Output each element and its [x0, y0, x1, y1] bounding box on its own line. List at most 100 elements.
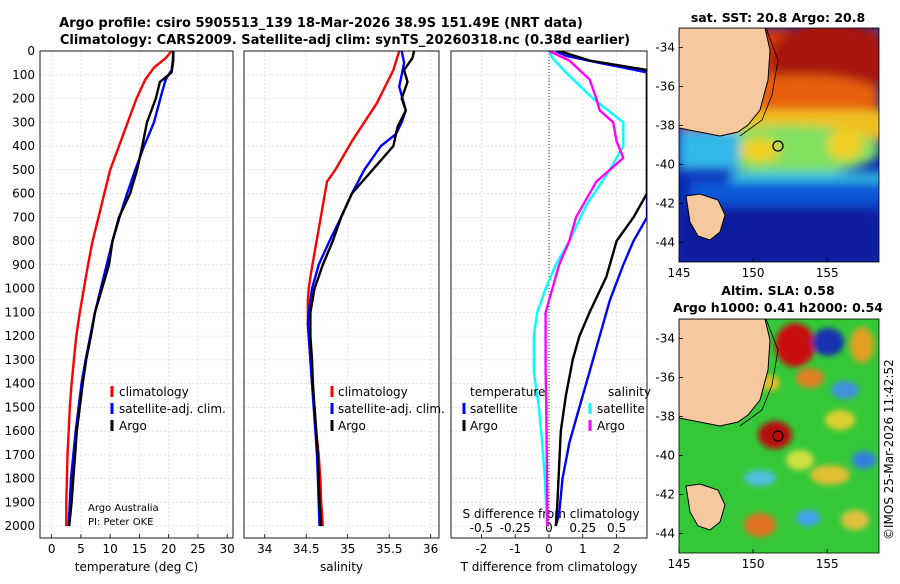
depth-tick-label: 100: [12, 68, 35, 82]
map-y-tick-label: -42: [655, 488, 675, 502]
plot-frame: [450, 50, 648, 539]
depth-tick-label: 0: [27, 44, 35, 58]
x-tick-label: 36: [423, 542, 438, 556]
map-y-tick-label: -44: [655, 527, 675, 541]
sla-map-axes: 145 150 155 -34 -36 -38 -40 -42 -44: [655, 332, 838, 572]
legend-argo-label: Argo: [119, 419, 147, 433]
top-x-tick-label: 0.5: [607, 521, 626, 535]
depth-tick-label: 1600: [4, 424, 35, 438]
imos-watermark: ©IMOS 25-Mar-2026 11:42:52: [882, 359, 896, 540]
depth-tick-label: 1900: [4, 495, 35, 509]
x-tick-label: -2: [475, 542, 487, 556]
argo-location-marker: [772, 430, 784, 442]
x-tick-label: 34: [257, 542, 272, 556]
x-tick-label: 35.5: [376, 542, 403, 556]
tasmania-land: [685, 483, 726, 531]
legend-salinity-title: salinity: [608, 385, 651, 399]
series-line-salinity-satellite: [532, 51, 625, 527]
depth-tick-label: 900: [12, 258, 35, 272]
x-tick-label: 30: [220, 542, 235, 556]
map-y-tick-label: -44: [655, 236, 675, 250]
depth-tick-label: 1500: [4, 400, 35, 414]
series-line-satellite-adj-clim-: [67, 51, 175, 527]
title-line-1: Argo profile: csiro 5905513_139 18-Mar-2…: [59, 16, 583, 31]
x-tick-label: 0: [48, 542, 56, 556]
x-axis-label: T difference from climatology: [460, 560, 638, 574]
sst-map-axes: 145 150 155 -34 -36 -38 -40 -42 -44: [655, 41, 838, 281]
depth-tick-label: 1800: [4, 472, 35, 486]
x-tick-label: 25: [190, 542, 205, 556]
depth-tick-label: 1700: [4, 448, 35, 462]
x-tick-label: 5: [77, 542, 85, 556]
temperature-panel: 0100200300400500600700800900100011001200…: [4, 44, 234, 574]
x-axis-label: salinity: [320, 560, 363, 574]
map-y-tick-label: -40: [655, 449, 675, 463]
depth-tick-label: 300: [12, 115, 35, 129]
legend-climatology-label: climatology: [119, 385, 189, 399]
depth-tick-label: 1400: [4, 377, 35, 391]
legend-temp-satellite-label: satellite: [470, 402, 518, 416]
sst-map: [679, 28, 879, 262]
map-x-tick-label: 150: [742, 266, 765, 280]
sla-map: [679, 319, 879, 553]
depth-tick-label: 2000: [4, 519, 35, 533]
tasmania-land: [685, 193, 726, 241]
depth-tick-label: 1100: [4, 305, 35, 319]
australia-land: [679, 319, 771, 427]
depth-tick-label: 1000: [4, 282, 35, 296]
plot-area: [40, 51, 233, 538]
legend-temperature-title: temperature: [470, 385, 545, 399]
x-tick-label: 15: [132, 542, 147, 556]
depth-tick-label: 200: [12, 92, 35, 106]
series-line-argo: [309, 51, 416, 527]
legend-temp-argo-label: Argo: [470, 419, 498, 433]
difference-legend: temperature satellite Argo salinity sate…: [462, 385, 651, 433]
depth-tick-label: 1200: [4, 329, 35, 343]
map-y-tick-label: -36: [655, 80, 675, 94]
x-tick-label: 1: [579, 542, 587, 556]
map-x-tick-label: 155: [816, 266, 839, 280]
argo-location-marker: [772, 140, 784, 152]
top-x-tick-label: 0.25: [569, 521, 596, 535]
temperature-legend: climatology satellite-adj. clim. Argo: [110, 385, 226, 433]
difference-panel: -2 -1 0 1 2-0.5 -0.25 0 0.25 0.5S difference fro…: [450, 50, 648, 574]
depth-tick-label: 600: [12, 187, 35, 201]
salinity-legend: climatology satellite-adj. clim. Argo: [330, 385, 445, 433]
map-x-tick-label: 150: [742, 557, 765, 571]
map-y-tick-label: -40: [655, 158, 675, 172]
plot-area: [244, 51, 439, 538]
depth-tick-label: 400: [12, 139, 35, 153]
x-tick-label: 34.5: [293, 542, 320, 556]
x-tick-label: 0: [545, 542, 553, 556]
x-tick-label: -1: [509, 542, 521, 556]
top-x-tick-label: -0.25: [500, 521, 531, 535]
x-tick-label: 35: [340, 542, 355, 556]
x-tick-label: 2: [613, 542, 621, 556]
top-x-axis-label: S difference from climatology: [463, 507, 640, 521]
legend-climatology-label: climatology: [338, 385, 408, 399]
map-y-tick-label: -34: [655, 41, 675, 55]
plot-frame: [39, 50, 234, 539]
map-y-tick-label: -38: [655, 410, 675, 424]
series-line-temperature-satellite: [554, 51, 647, 527]
sla-map-subtitle: Argo h1000: 0.41 h2000: 0.54: [673, 300, 883, 315]
x-axis-label: temperature (deg C): [75, 560, 198, 574]
map-y-tick-label: -38: [655, 119, 675, 133]
salinity-panel: 34 34.5 35 35.5 36 salinity: [243, 50, 440, 574]
legend-satellite-label: satellite-adj. clim.: [338, 402, 445, 416]
sst-map-title: sat. SST: 20.8 Argo: 20.8: [691, 10, 865, 25]
depth-tick-label: 500: [12, 163, 35, 177]
legend-sal-satellite-label: satellite: [597, 402, 645, 416]
credit-line-2: PI: Peter OKE: [88, 517, 153, 528]
map-y-tick-label: -36: [655, 371, 675, 385]
series-line-temperature-argo: [554, 51, 647, 527]
series-line-argo: [68, 51, 175, 527]
legend-sal-argo-label: Argo: [597, 419, 625, 433]
map-y-tick-label: -34: [655, 332, 675, 346]
map-x-tick-label: 155: [816, 557, 839, 571]
credit-line-1: Argo Australia: [88, 503, 159, 514]
plot-frame: [243, 50, 440, 539]
x-tick-label: 20: [161, 542, 176, 556]
map-x-tick-label: 145: [668, 557, 691, 571]
